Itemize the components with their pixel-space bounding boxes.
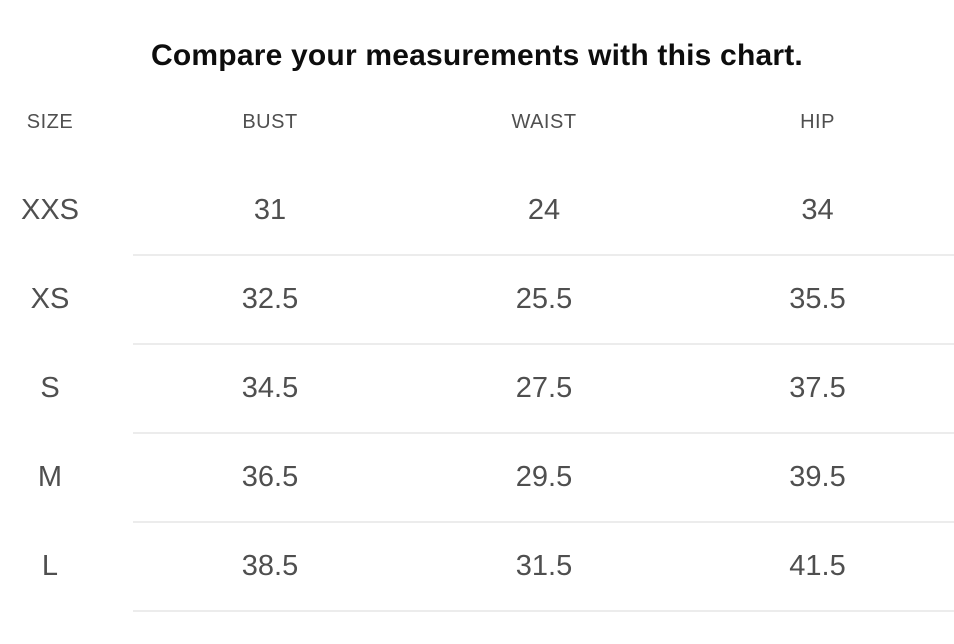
table-row-l: L 38.5 31.5 41.5 [0, 522, 954, 612]
bust-cell: 38.5 [133, 522, 407, 612]
hip-cell: 41.5 [681, 522, 954, 612]
column-header-waist: WAIST [511, 110, 577, 133]
bust-cell: 34.5 [133, 344, 407, 434]
size-cell: XS [30, 283, 70, 315]
waist-cell: 29.5 [407, 433, 681, 523]
table-row-m: M 36.5 29.5 39.5 [0, 433, 954, 523]
hip-cell: 37.5 [681, 344, 954, 434]
hip-cell: 39.5 [681, 433, 954, 523]
size-cell: L [41, 550, 59, 582]
column-header-bust: BUST [242, 110, 298, 133]
page-title: Compare your measurements with this char… [151, 39, 803, 72]
column-header-size: SIZE [26, 110, 74, 133]
hip-cell: 34 [681, 166, 954, 256]
size-cell: S [40, 372, 60, 404]
size-chart-table: SIZE BUST WAIST HIP XXS 31 24 34 XS 32.5… [0, 78, 954, 612]
size-cell: XXS [20, 194, 80, 226]
hip-cell: 35.5 [681, 255, 954, 345]
waist-cell: 31.5 [407, 522, 681, 612]
table-row-s: S 34.5 27.5 37.5 [0, 344, 954, 434]
waist-cell: 25.5 [407, 255, 681, 345]
size-chart-page: Compare your measurements with this char… [0, 38, 954, 644]
column-header-hip: HIP [800, 110, 835, 133]
table-row-xxs: XXS 31 24 34 [0, 166, 954, 256]
waist-cell: 24 [407, 166, 681, 256]
bust-cell: 36.5 [133, 433, 407, 523]
size-cell: M [37, 461, 63, 493]
waist-cell: 27.5 [407, 344, 681, 434]
table-row-xs: XS 32.5 25.5 35.5 [0, 255, 954, 345]
bust-cell: 31 [133, 166, 407, 256]
header-row: SIZE BUST WAIST HIP [0, 78, 954, 166]
bust-cell: 32.5 [133, 255, 407, 345]
